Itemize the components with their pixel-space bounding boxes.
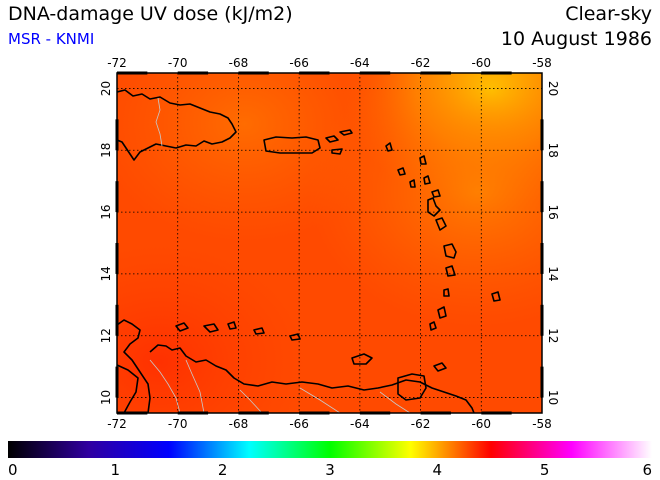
inland-border-lines (149, 359, 411, 413)
lat-tick-label-right: 12 (546, 328, 560, 343)
lat-tick-label-left: 12 (99, 328, 113, 343)
coastlines (117, 89, 501, 413)
lon-tick-label-bottom: -66 (289, 417, 309, 431)
date-label: 10 August 1986 (500, 28, 652, 50)
map-title: DNA-damage UV dose (kJ/m2) (8, 3, 293, 25)
lon-tick-label-top: -68 (229, 56, 249, 70)
colorbar-tick-labels: 0 1 2 3 4 5 6 (8, 461, 652, 479)
colorbar-tick-label: 1 (111, 461, 121, 479)
virgin-islands-coastline (325, 129, 353, 155)
map-tickmarks (115, 71, 544, 415)
lat-tick-label-left: 10 (99, 390, 113, 405)
margarita-coastline (351, 353, 373, 365)
lon-tick-label-bottom: -58 (532, 417, 552, 431)
colorbar-gradient (8, 441, 652, 458)
tobago-coastline (433, 362, 447, 372)
lon-tick-label-bottom: -60 (471, 417, 491, 431)
lon-tick-label-top: -62 (411, 56, 431, 70)
lon-tick-label-bottom: -72 (107, 417, 127, 431)
lon-tick-label-top: -60 (471, 56, 491, 70)
condition-label: Clear-sky (565, 3, 652, 25)
graticule-lines (117, 73, 542, 413)
lon-tick-label-bottom: -70 (168, 417, 188, 431)
lon-tick-label-top: -64 (350, 56, 370, 70)
lon-tick-label-top: -70 (168, 56, 188, 70)
lon-tick-label-top: -58 (532, 56, 552, 70)
lat-tick-label-right: 14 (546, 266, 560, 281)
lat-tick-label-left: 16 (99, 204, 113, 219)
lon-tick-label-bottom: -62 (411, 417, 431, 431)
lon-tick-label-top: -66 (289, 56, 309, 70)
map-tick-labels: -72 -72 -70 -70 -68 -68 -66 -66 -64 -64 -62 -62 -60 -… (99, 56, 560, 431)
lesser-antilles-coastline (385, 142, 501, 331)
puerto-rico-coastline (263, 136, 321, 154)
lat-tick-label-left: 14 (99, 266, 113, 281)
lon-tick-label-bottom: -68 (229, 417, 249, 431)
lon-tick-label-bottom: -64 (350, 417, 370, 431)
colorbar-tick-label: 0 (8, 461, 18, 479)
colorbar-tick-label: 2 (218, 461, 228, 479)
aruba-curacao-coastline (175, 321, 237, 333)
haiti-dr-border (155, 97, 163, 147)
source-label: MSR - KNMI (8, 30, 95, 48)
lat-tick-label-right: 10 (546, 390, 560, 405)
lat-tick-label-right: 16 (546, 204, 560, 219)
lon-tick-label-top: -72 (107, 56, 127, 70)
colorbar-tick-label: 5 (540, 461, 550, 479)
colorbar-tick-label: 6 (642, 461, 652, 479)
south-america-coastline (117, 319, 475, 413)
lat-tick-label-right: 20 (546, 81, 560, 96)
lat-tick-label-right: 18 (546, 143, 560, 158)
hispaniola-coastline (117, 89, 237, 161)
colorbar-tick-label: 4 (433, 461, 443, 479)
lat-tick-label-left: 18 (99, 143, 113, 158)
colorbar-tick-label: 3 (325, 461, 335, 479)
lat-tick-label-left: 20 (99, 81, 113, 96)
trinidad-coastline (397, 373, 427, 401)
border-lines (149, 97, 411, 413)
los-roques-coastline (253, 327, 301, 341)
